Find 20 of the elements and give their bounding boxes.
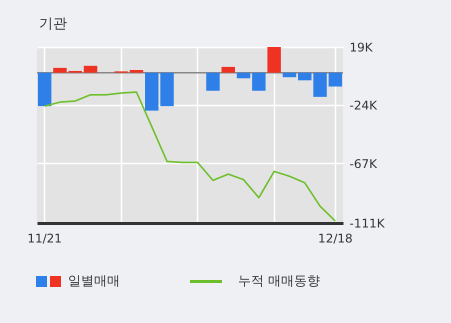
line-series (44, 91, 336, 222)
y-tick-label: 19K (350, 40, 374, 54)
bar (282, 72, 296, 78)
legend-label: 일별매매 (68, 273, 120, 290)
bar (267, 47, 281, 73)
bar (38, 72, 52, 106)
chart-title: 기관 (39, 16, 67, 32)
y-tick-label: -67K (350, 156, 378, 171)
bar (145, 72, 158, 111)
bar (298, 72, 312, 80)
x-tick-label: 11/21 (27, 232, 62, 246)
legend-label: 누적 매매동향 (238, 273, 320, 290)
y-tick-label: -111K (350, 216, 386, 230)
bar (222, 66, 235, 73)
bar (206, 72, 220, 91)
bar (160, 72, 174, 106)
y-tick-label: -24K (350, 98, 378, 113)
x-tick-label: 12/18 (318, 232, 353, 246)
bar (53, 68, 67, 73)
bar (84, 66, 98, 73)
